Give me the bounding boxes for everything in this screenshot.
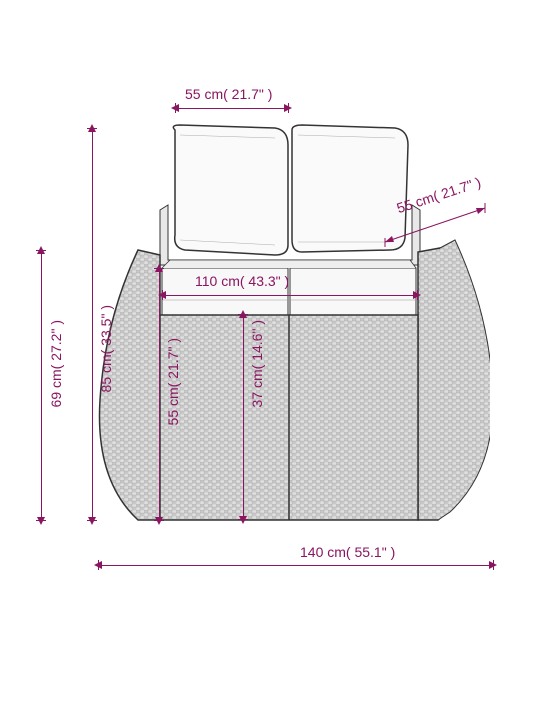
label-backrest-height: 85 cm( 33.5" ) xyxy=(98,305,114,392)
front-base xyxy=(160,315,418,520)
dim-line-seat-height xyxy=(243,314,244,519)
dim-line-total-width xyxy=(98,565,493,566)
dim-line-cushion-width xyxy=(175,108,288,109)
label-seat-width: 110 cm( 43.3" ) xyxy=(195,273,289,289)
dim-line-total-height xyxy=(41,250,42,520)
sofa-illustration xyxy=(80,120,490,540)
dimension-diagram: 55 cm( 21.7" ) 55 cm( 21.7" ) 110 cm( 43… xyxy=(0,0,540,720)
back-cushion-left xyxy=(173,125,288,255)
dim-line-cushion-depth xyxy=(380,200,495,250)
right-armrest xyxy=(418,240,490,520)
label-seat-height: 37 cm( 14.6" ) xyxy=(249,320,265,407)
label-total-width: 140 cm( 55.1" ) xyxy=(300,544,395,560)
dim-line-seat-depth xyxy=(159,268,160,520)
label-total-height: 69 cm( 27.2" ) xyxy=(48,320,64,407)
label-cushion-width: 55 cm( 21.7" ) xyxy=(185,86,272,102)
label-seat-depth: 55 cm( 21.7" ) xyxy=(165,338,181,425)
dim-line-backrest-height xyxy=(92,128,93,520)
dim-line-seat-width xyxy=(162,295,417,296)
seat-cushion-right xyxy=(290,268,416,315)
